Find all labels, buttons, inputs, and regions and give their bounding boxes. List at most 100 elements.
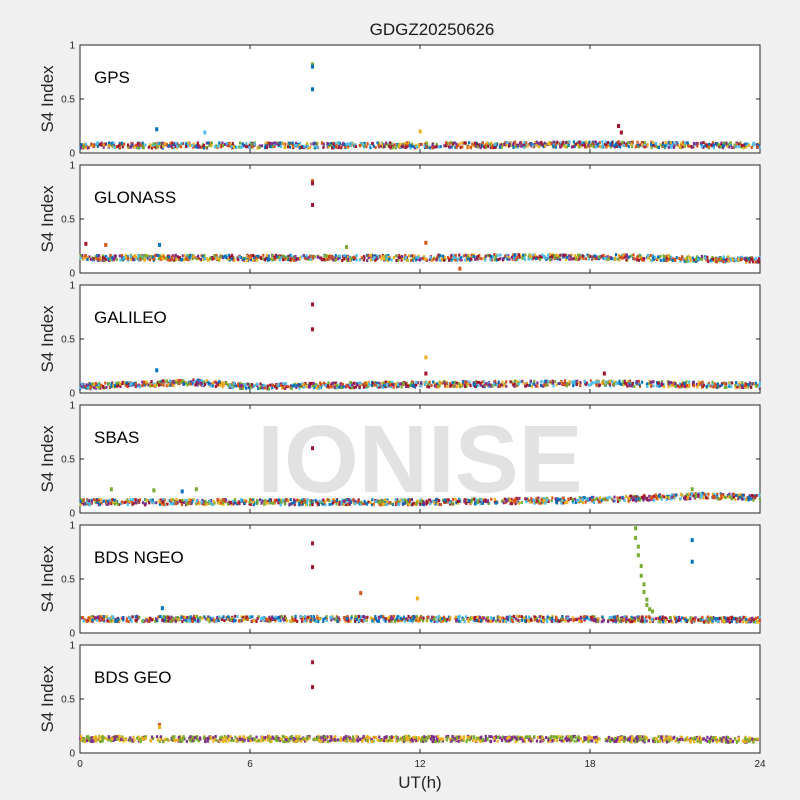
data-point [333,385,336,389]
data-point [301,502,304,506]
spike-point [180,489,184,494]
data-point [624,143,628,147]
data-point [150,380,153,384]
data-point [96,144,100,148]
data-point [569,255,572,259]
data-point [352,501,356,505]
data-point [441,498,445,502]
data-point [439,619,442,623]
data-point [521,143,524,147]
data-point [545,496,548,500]
data-point [121,256,124,260]
data-point [565,145,569,149]
data-point [459,145,462,149]
data-point [329,144,332,148]
data-point [108,501,112,505]
data-point [236,257,239,261]
data-point [202,143,206,147]
data-point [664,141,667,145]
data-point [295,385,298,389]
data-point [483,143,487,147]
data-point [601,140,604,144]
data-point [636,143,639,147]
data-point [439,145,442,149]
data-point [134,256,138,260]
data-point [268,615,271,619]
data-point [277,382,280,386]
data-point [381,385,385,389]
data-point [116,502,120,506]
data-point [137,254,140,258]
data-point [153,383,157,387]
data-point [173,382,176,386]
data-point [179,499,182,503]
data-point [633,498,636,502]
data-point [202,257,205,261]
data-point [588,140,591,144]
data-point [348,143,352,147]
data-point [341,143,344,147]
data-point [366,381,369,385]
data-point [342,499,345,503]
data-point [118,143,121,147]
data-point [81,143,84,147]
data-point [629,620,632,624]
data-point [739,383,742,387]
data-point [330,257,333,261]
data-point [285,385,288,389]
data-point [682,616,686,620]
data-point [527,384,530,388]
data-point [385,503,388,507]
data-point [443,500,446,504]
data-point [588,497,592,501]
spike-point [109,487,113,492]
data-point [593,498,596,502]
data-point [740,385,744,389]
data-point [648,494,651,498]
data-point [626,380,629,384]
data-point [709,384,713,388]
data-point [711,383,714,387]
data-point [474,385,477,389]
data-point [562,501,565,505]
data-point [488,384,491,388]
data-point [392,383,395,387]
data-point [415,145,419,149]
data-point [610,141,614,145]
data-point [498,257,502,261]
data-point [573,379,576,383]
data-point [263,258,267,262]
data-point [600,254,603,258]
data-point [208,499,211,503]
data-point [433,145,436,149]
data-point [161,500,165,504]
data-point [657,381,660,385]
data-point [92,498,96,502]
spike-point [84,241,88,246]
data-point [348,502,351,506]
data-point [84,142,87,146]
data-point [674,385,677,389]
data-point [553,380,557,384]
data-point [218,615,221,619]
data-point [433,501,436,505]
data-point [246,254,249,258]
data-point [543,498,546,502]
data-point [758,257,761,261]
data-point [108,499,111,503]
data-point [416,257,419,261]
data-point [82,382,85,386]
data-point [755,143,758,147]
data-point [490,258,493,262]
data-point [262,257,265,261]
data-point [668,380,671,384]
data-point [544,501,547,505]
data-point [181,257,184,261]
data-point [455,385,459,389]
data-point [291,141,294,145]
data-point [248,145,251,149]
data-point [369,258,372,262]
data-point [210,502,214,506]
data-point [536,142,540,146]
